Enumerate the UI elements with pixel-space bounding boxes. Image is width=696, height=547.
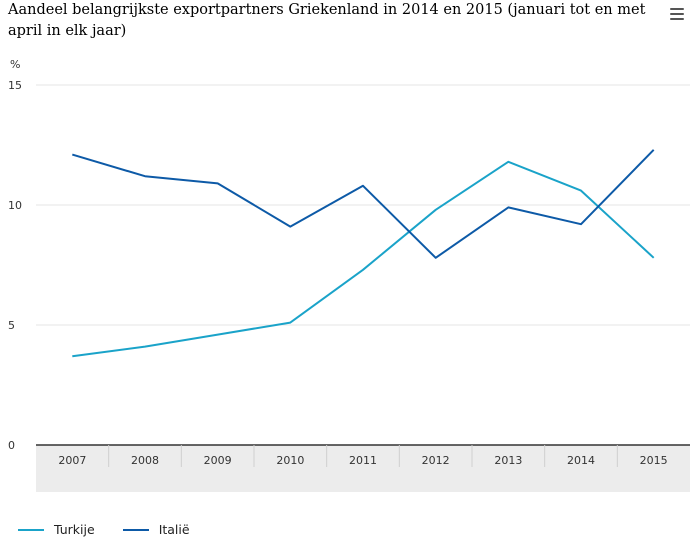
- series-line-1: [72, 149, 655, 259]
- x-tick-label: 2007: [58, 454, 86, 467]
- x-tick-label: 2014: [567, 454, 595, 467]
- x-tick-label: 2011: [349, 454, 377, 467]
- series-line-0: [72, 160, 655, 358]
- legend-swatch: [18, 528, 44, 531]
- chart-legend: Turkije Italië: [18, 522, 218, 537]
- legend-item[interactable]: Turkije: [18, 522, 95, 537]
- legend-label: Turkije: [54, 522, 95, 537]
- x-tick-label: 2010: [276, 454, 304, 467]
- x-tick-label: 2015: [640, 454, 668, 467]
- x-tick-label: 2009: [204, 454, 232, 467]
- y-tick-label: 15: [8, 79, 22, 92]
- y-tick-label: 0: [8, 439, 15, 452]
- y-tick-label: 5: [8, 319, 15, 332]
- menu-icon[interactable]: [670, 8, 684, 22]
- x-tick-label: 2008: [131, 454, 159, 467]
- y-axis-label: %: [10, 58, 20, 71]
- legend-item[interactable]: Italië: [122, 522, 190, 537]
- chart-title: Aandeel belangrijkste exportpartners Gri…: [8, 2, 646, 39]
- legend-label: Italië: [158, 522, 190, 537]
- y-tick-label: 10: [8, 199, 22, 212]
- x-tick-label: 2012: [422, 454, 450, 467]
- legend-swatch: [122, 528, 149, 531]
- x-tick-label: 2013: [494, 454, 522, 467]
- x-axis-band: [36, 445, 690, 492]
